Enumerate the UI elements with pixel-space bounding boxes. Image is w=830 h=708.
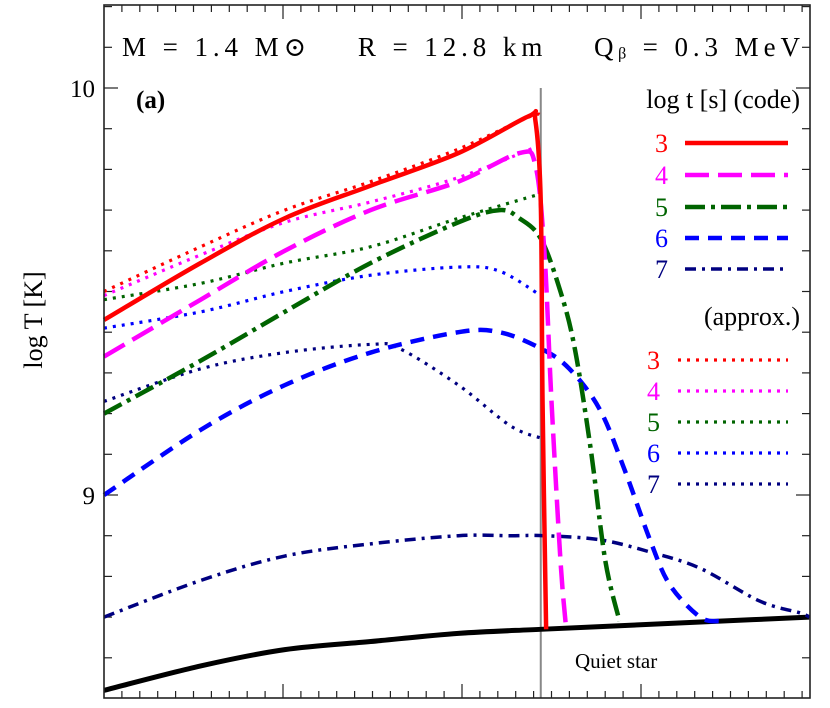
series-line-approx-4 xyxy=(103,143,542,298)
legend-label-approx-3: 3 xyxy=(647,346,660,375)
panel-label: (a) xyxy=(136,87,165,114)
annotation: M = 1.4 M⊙ R = 12.8 km Qᵦ = 0.3 MeV xyxy=(122,32,800,62)
legend-label-code-4: 4 xyxy=(655,161,668,190)
series-line-code-7 xyxy=(103,533,811,619)
legend-label-approx-5: 5 xyxy=(647,408,660,437)
series-line-code-5 xyxy=(102,207,622,622)
legend-code-title: log t [s] (code) xyxy=(646,85,800,114)
series-line-code-3 xyxy=(102,108,549,630)
series-lines xyxy=(102,108,811,693)
y-axis-label: log T [K] xyxy=(19,271,48,368)
series-line-code-6 xyxy=(102,327,721,624)
y-tick-label-10: 10 xyxy=(70,76,95,103)
legend-label-code-3: 3 xyxy=(655,129,668,158)
series-line-reference-quiet-star xyxy=(103,614,810,693)
legend-label-approx-4: 4 xyxy=(647,377,660,406)
series-line-approx-3 xyxy=(103,112,542,293)
legend-label-code-5: 5 xyxy=(655,193,668,222)
legend-label-approx-7: 7 xyxy=(647,470,660,499)
series-line-approx-5 xyxy=(103,192,542,302)
quiet-star-label: Quiet star xyxy=(575,649,657,673)
series-line-approx-7 xyxy=(103,342,542,440)
axis-ticks xyxy=(104,5,810,698)
legend-approx-title: (approx.) xyxy=(704,302,800,331)
series-line-approx-6 xyxy=(103,265,542,330)
legend-label-approx-6: 6 xyxy=(647,439,660,468)
legend-label-code-7: 7 xyxy=(655,255,668,284)
plot-frame xyxy=(103,4,811,699)
series-line-code-4 xyxy=(102,149,569,626)
legend-label-code-6: 6 xyxy=(655,224,668,253)
y-tick-label-9: 9 xyxy=(83,483,96,510)
